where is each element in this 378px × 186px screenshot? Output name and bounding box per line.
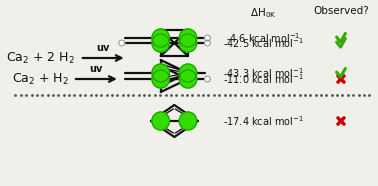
Circle shape	[179, 112, 197, 130]
Circle shape	[204, 40, 211, 46]
Text: Ca$_2$ + H$_2$: Ca$_2$ + H$_2$	[12, 71, 69, 86]
Circle shape	[119, 40, 125, 46]
Text: Ca$_2$ + 2 H$_2$: Ca$_2$ + 2 H$_2$	[6, 50, 75, 65]
Circle shape	[152, 29, 169, 47]
Text: -17.4 kcal mol$^{-1}$: -17.4 kcal mol$^{-1}$	[223, 114, 304, 128]
Circle shape	[179, 70, 197, 88]
Circle shape	[152, 64, 169, 82]
Circle shape	[179, 34, 197, 52]
Text: uv: uv	[96, 43, 110, 53]
Circle shape	[179, 29, 197, 47]
Text: $\Delta$H$_{\mathregular{0K}}$: $\Delta$H$_{\mathregular{0K}}$	[250, 6, 276, 20]
Text: uv: uv	[90, 64, 103, 74]
Text: Observed?: Observed?	[313, 6, 369, 16]
Circle shape	[152, 112, 169, 130]
Circle shape	[204, 76, 211, 82]
Text: -43.3 kcal mol$^{-1}$: -43.3 kcal mol$^{-1}$	[223, 66, 304, 80]
Text: -42.5 kcal mol$^{-1}$: -42.5 kcal mol$^{-1}$	[223, 36, 304, 50]
Text: -11.0 kcal mol$^{-1}$: -11.0 kcal mol$^{-1}$	[223, 72, 304, 86]
Text: -4.6 kcal mol$^{-1}$: -4.6 kcal mol$^{-1}$	[226, 31, 300, 45]
Circle shape	[152, 34, 169, 52]
Circle shape	[152, 70, 169, 88]
Circle shape	[179, 64, 197, 82]
Circle shape	[204, 35, 211, 41]
